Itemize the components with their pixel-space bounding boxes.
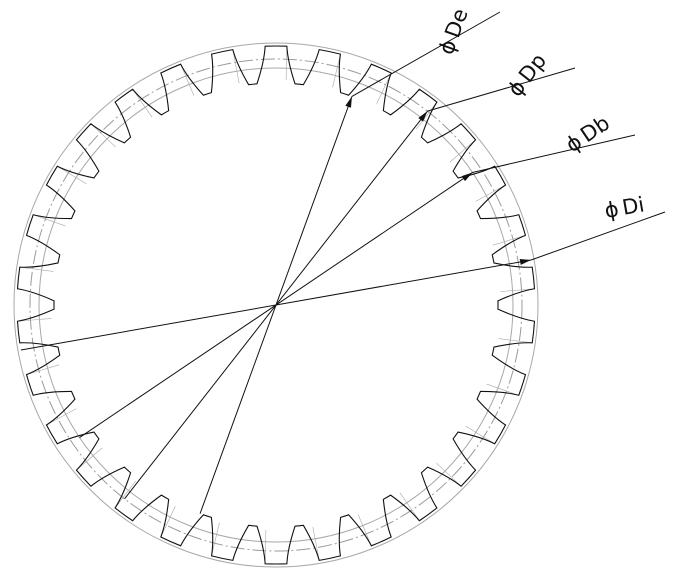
tooth-flank-mark xyxy=(312,526,320,561)
dimension-di: ϕDi xyxy=(20,192,666,351)
tooth-flank-mark xyxy=(498,338,533,344)
tooth-flank-mark xyxy=(114,480,136,509)
tooth-flank-mark xyxy=(449,139,476,163)
tooth-flank-mark xyxy=(416,101,438,130)
tooth-flank-mark xyxy=(332,54,341,88)
tooth-flank-mark xyxy=(500,288,535,292)
leader-line xyxy=(530,211,666,261)
dimension-label: ϕDi xyxy=(603,192,646,223)
tooth-profile-path xyxy=(16,45,536,565)
dimension-dp: ϕDp xyxy=(124,49,576,500)
dimension-name: Di xyxy=(620,192,646,219)
arrowhead xyxy=(461,172,473,182)
dimension-de: ϕDe xyxy=(199,5,501,514)
tooth-flank-mark xyxy=(492,235,526,246)
tooth-flank-mark xyxy=(19,266,54,272)
tooth-flank-mark xyxy=(465,425,495,445)
tooth-flank-mark xyxy=(357,514,372,546)
dimension-label: ϕDe xyxy=(434,5,473,57)
tooth-flank-mark xyxy=(26,364,60,375)
tooth-flank-mark xyxy=(76,447,103,471)
diameter-line xyxy=(20,259,532,351)
leader-line xyxy=(351,11,501,97)
leader-line xyxy=(427,67,576,112)
tooth-flank-mark xyxy=(132,89,153,118)
tooth-flank-mark xyxy=(285,46,288,81)
tooth-flank-mark xyxy=(211,522,220,556)
internal-gear-profile xyxy=(16,45,536,565)
dimension-name: Dp xyxy=(514,49,551,87)
tooth-flank-mark xyxy=(436,462,462,487)
diameter-symbol: ϕ xyxy=(603,197,621,223)
tooth-flank-mark xyxy=(33,214,66,227)
tooth-flank-mark xyxy=(376,72,392,104)
tooth-flank-mark xyxy=(486,383,519,396)
reference-circles xyxy=(13,42,539,568)
pitch-circle xyxy=(29,58,523,552)
leader-line xyxy=(472,134,636,173)
tooth-flank-mark xyxy=(160,506,176,538)
dimension-label: ϕDb xyxy=(561,111,614,157)
tooth-flank-mark xyxy=(46,408,77,426)
dimension-db: ϕ Db xyxy=(79,111,636,438)
tooth-flank-mark xyxy=(180,64,195,96)
dimension-name: De xyxy=(440,5,473,41)
arrowhead xyxy=(345,96,352,108)
outer-circle xyxy=(13,42,539,568)
tooth-flank-mark xyxy=(17,318,52,322)
tooth-flank-mark xyxy=(475,184,506,202)
dimension-label: ϕDp xyxy=(503,49,551,101)
tooth-flank-mark xyxy=(90,123,116,148)
arrowhead xyxy=(519,258,532,265)
dimension-name: Db xyxy=(576,111,614,147)
tooth-flank-mark xyxy=(232,49,240,84)
arrowhead xyxy=(418,111,428,122)
tooth-flank-mark xyxy=(264,529,267,564)
tooth-flank-mark xyxy=(399,492,420,521)
base-circle xyxy=(38,67,514,543)
tooth-flank-mark xyxy=(57,165,87,185)
